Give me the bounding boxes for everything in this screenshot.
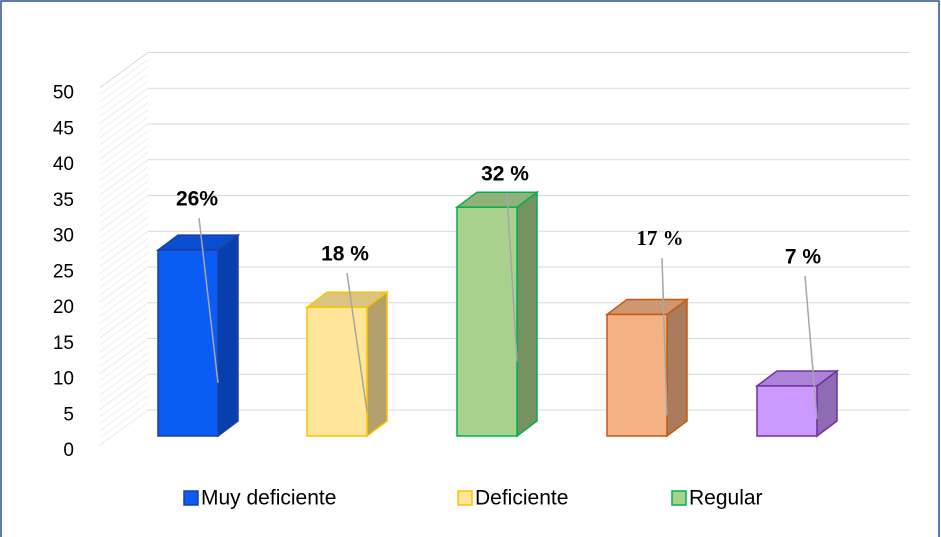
wall-hatch	[99, 402, 149, 439]
grid-line	[99, 87, 910, 124]
wall-hatch	[99, 80, 149, 117]
wall-hatch	[99, 395, 149, 432]
y-tick-label: 10	[53, 369, 74, 390]
wall-hatch	[99, 195, 149, 231]
leader-line	[804, 275, 818, 420]
wall-hatch	[99, 145, 149, 181]
wall-hatch	[99, 309, 149, 346]
y-tick-label: 35	[53, 190, 74, 211]
wall-hatch	[99, 180, 149, 217]
wall-hatch	[99, 87, 149, 124]
wall-hatch	[99, 116, 149, 153]
wall-hatch	[99, 366, 149, 403]
wall-hatch	[99, 102, 149, 138]
wall-hatch	[99, 223, 149, 260]
wall-hatch	[99, 209, 149, 246]
wall-hatch	[99, 288, 149, 324]
bar	[756, 385, 818, 437]
y-tick-label: 45	[53, 118, 74, 139]
y-tick-label: 30	[53, 226, 74, 247]
wall-hatch	[99, 159, 149, 196]
wall-hatch	[99, 359, 149, 396]
wall-hatch	[99, 280, 149, 317]
data-label: 32 %	[481, 163, 529, 186]
bar-side	[666, 297, 688, 438]
y-tick-label: 20	[53, 297, 74, 318]
bar	[157, 249, 219, 437]
data-label: 18 %	[321, 243, 369, 266]
wall-hatch	[99, 187, 149, 224]
bar	[456, 206, 518, 437]
wall-hatch	[99, 259, 149, 296]
wall-hatch	[99, 173, 149, 210]
legend-swatch	[671, 490, 687, 506]
y-tick-label: 50	[53, 83, 74, 104]
bar-side	[516, 190, 538, 438]
wall-hatch	[99, 330, 149, 367]
wall-hatch	[99, 380, 149, 417]
wall-hatch	[99, 409, 149, 446]
grid-line	[99, 123, 910, 160]
wall-hatch	[99, 316, 149, 353]
wall-hatch	[99, 94, 149, 131]
leader-line	[198, 217, 219, 384]
wall-hatch	[99, 273, 149, 310]
legend-swatch	[457, 490, 473, 506]
wall-hatch	[99, 230, 149, 267]
legend-label: Deficiente	[475, 487, 568, 510]
wall-hatch	[99, 302, 149, 339]
wall-hatch	[99, 338, 149, 374]
y-tick-label: 5	[63, 404, 74, 425]
wall-hatch	[99, 352, 149, 389]
wall-hatch	[99, 166, 149, 203]
bar	[306, 306, 368, 437]
bar-side	[217, 233, 239, 438]
legend-label: Regular	[689, 487, 763, 510]
wall-hatch	[99, 252, 149, 289]
wall-hatch	[99, 130, 149, 167]
wall-hatch	[99, 216, 149, 253]
leader-line	[661, 257, 668, 416]
leader-line	[506, 192, 518, 362]
data-label: 7 %	[785, 246, 822, 269]
wall-hatch	[99, 295, 149, 332]
wall-hatch	[99, 137, 149, 174]
y-tick-label: 15	[53, 333, 74, 354]
wall-hatch	[99, 266, 149, 303]
wall-hatch	[99, 345, 149, 382]
wall-hatch	[99, 388, 149, 424]
leader-line	[346, 272, 368, 412]
legend-label: Muy deficiente	[201, 487, 336, 510]
wall-hatch	[99, 59, 149, 96]
y-tick-label: 40	[53, 154, 74, 175]
y-tick-label: 25	[53, 261, 74, 282]
wall-hatch	[99, 237, 149, 274]
wall-hatch	[99, 73, 149, 110]
data-label: 26%	[176, 188, 218, 211]
wall-hatch	[99, 123, 149, 160]
wall-hatch	[99, 373, 149, 410]
bar-side	[366, 290, 388, 438]
wall-hatch	[99, 323, 149, 360]
grid-line	[99, 52, 910, 88]
wall-hatch	[99, 202, 149, 239]
wall-hatch	[99, 245, 149, 281]
y-tick-label: 0	[63, 440, 74, 461]
wall-hatch	[99, 152, 149, 189]
wall-hatch	[99, 66, 149, 103]
legend-swatch	[183, 490, 199, 506]
wall-hatch	[99, 109, 149, 146]
bar	[606, 313, 668, 437]
data-label: 17 %	[636, 226, 683, 250]
